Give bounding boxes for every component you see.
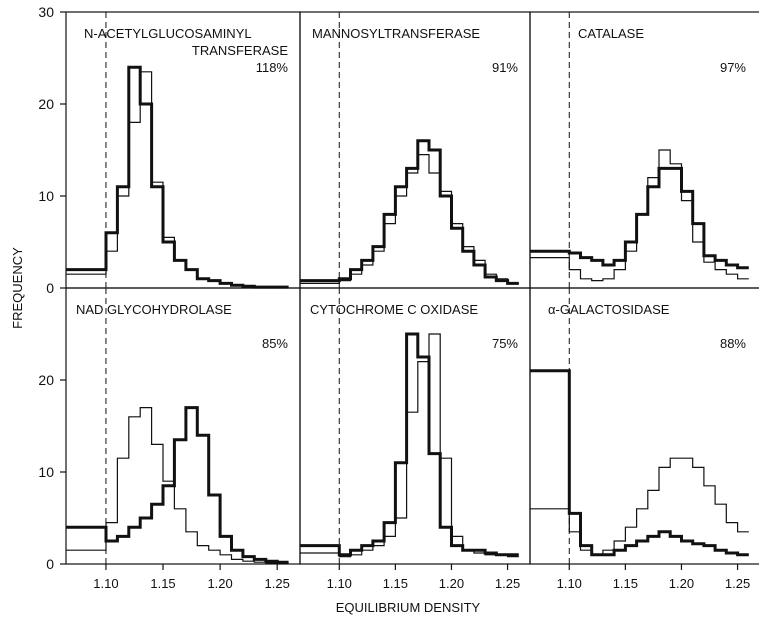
panel: 0 10 20 1.10 1.15 1.20 1.25 NAD GLYCOHYDROLASE 8… <box>38 287 301 591</box>
panel-frame <box>299 11 531 289</box>
histogram-thin <box>300 154 519 284</box>
panel-title: TRANSFERASE <box>192 43 288 58</box>
histogram-thin <box>300 333 519 558</box>
x-tick-label: 1.10 <box>557 576 582 591</box>
x-tick-label: 1.20 <box>669 576 694 591</box>
x-tick-label: 1.15 <box>383 576 408 591</box>
panel: CATALASE 97% <box>529 11 759 289</box>
x-tick-label: 1.20 <box>207 576 232 591</box>
y-tick-label: 10 <box>38 464 54 480</box>
x-tick-label: 1.25 <box>495 576 520 591</box>
y-tick-label: 10 <box>38 188 54 204</box>
histogram-thick <box>530 369 749 557</box>
panel-percent: 75% <box>492 336 518 351</box>
x-tick-label: 1.10 <box>93 576 118 591</box>
panel-percent: 88% <box>720 336 746 351</box>
x-tick-label: 1.20 <box>439 576 464 591</box>
histogram-thin <box>66 71 289 288</box>
y-tick-label: 20 <box>38 96 54 112</box>
panel: MANNOSYLTRANSFERASE 91% <box>299 11 531 289</box>
y-tick-label: 0 <box>46 556 54 572</box>
x-tick-label: 1.15 <box>150 576 175 591</box>
panel-title: NAD GLYCOHYDROLASE <box>76 302 232 317</box>
histogram-thick <box>300 139 519 285</box>
y-tick-label: 0 <box>46 280 54 296</box>
panel-title: α-GALACTOSIDASE <box>548 302 670 317</box>
histogram-thick <box>300 332 519 557</box>
x-tick-label: 1.25 <box>265 576 290 591</box>
panel-frame <box>529 287 759 565</box>
panel-title: N-ACETYLGLUCOSAMINYL <box>84 26 252 41</box>
histogram-thin <box>530 457 749 556</box>
histogram-thick <box>66 406 289 564</box>
histogram-thin <box>66 407 289 564</box>
histogram-thin <box>530 149 749 282</box>
y-tick-label: 20 <box>38 372 54 388</box>
x-tick-label: 1.15 <box>613 576 638 591</box>
panel: 0 10 20 30 N-ACETYLGLUCOSAMINYL TRANSFERASE 11… <box>38 4 301 296</box>
x-axis-label: EQUILIBRIUM DENSITY <box>336 600 481 615</box>
panel-frame <box>299 287 531 565</box>
panel-percent: 97% <box>720 60 746 75</box>
panel-percent: 85% <box>262 336 288 351</box>
panel-percent: 118% <box>256 60 289 75</box>
panel-title: MANNOSYLTRANSFERASE <box>312 26 480 41</box>
panel-title: CATALASE <box>578 26 644 41</box>
panel-frame <box>529 11 759 289</box>
panel-title: CYTOCHROME C OXIDASE <box>310 302 478 317</box>
panel: 1.10 1.15 1.20 1.25 CYTOCHROME C OXIDASE 75% <box>299 287 531 591</box>
panel-percent: 91% <box>492 60 518 75</box>
panel-frame <box>65 287 301 565</box>
y-tick-label: 30 <box>38 4 54 20</box>
histogram-thick <box>530 166 749 270</box>
x-tick-label: 1.25 <box>725 576 750 591</box>
histogram-thick <box>66 65 289 289</box>
panel: 1.10 1.15 1.20 1.25 α-GALACTOSIDASE 88% <box>529 287 759 591</box>
panels: 0 10 20 30 N-ACETYLGLUCOSAMINYL TRANSFERASE 11… <box>38 4 759 591</box>
x-tick-label: 1.10 <box>327 576 352 591</box>
y-axis-label: FREQUENCY <box>10 247 25 329</box>
